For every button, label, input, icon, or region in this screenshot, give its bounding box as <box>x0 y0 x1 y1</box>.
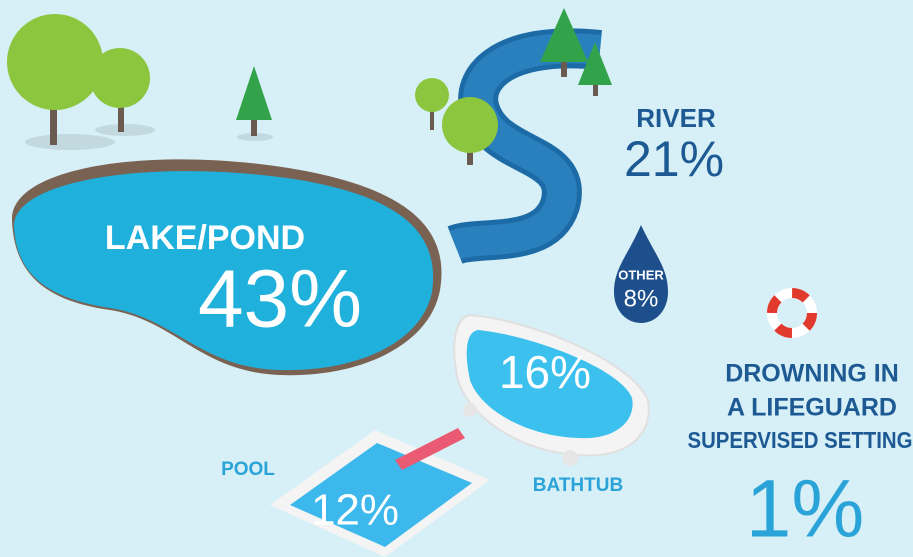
lifeguard-line: DROWNING IN <box>725 360 899 388</box>
label: BATHTUB <box>533 475 623 496</box>
label: OTHER <box>618 267 664 282</box>
label: LAKE/POND <box>105 219 305 257</box>
value: 8% <box>624 285 659 312</box>
value: 12% <box>311 486 399 535</box>
page: {"items": [ {"label": "LAKE/POND", "valu… <box>0 0 913 557</box>
value: 21% <box>624 131 724 187</box>
lifeguard-line: A LIFEGUARD <box>727 394 897 422</box>
value: 16% <box>499 346 591 398</box>
value: 43% <box>198 254 362 345</box>
label: POOL <box>221 459 275 480</box>
lifeguard-value: 1% <box>746 464 865 555</box>
lifeguard-line: SUPERVISED SETTING <box>688 427 913 453</box>
label: RIVER <box>636 103 716 133</box>
infographic: LAKE/POND 43% RIVER 21% OTHER 8% BATHTUB… <box>0 0 913 557</box>
